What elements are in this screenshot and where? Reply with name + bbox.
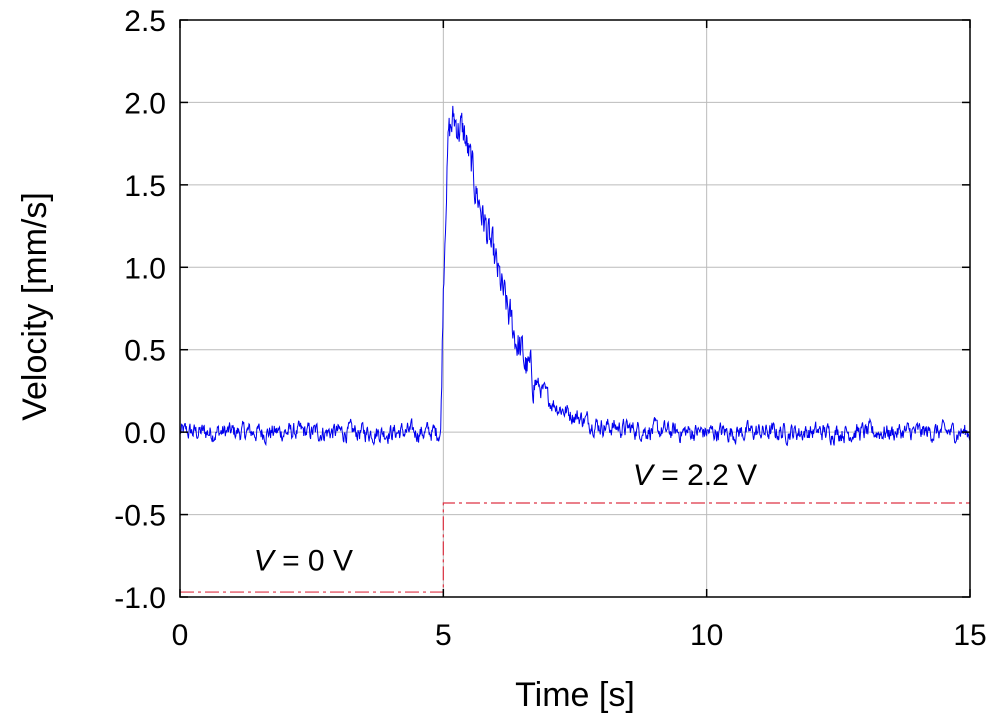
x-tick-label: 0 xyxy=(172,619,189,652)
x-tick-label: 15 xyxy=(953,619,986,652)
y-tick-labels: -1.0 -0.5 0.0 0.5 1.0 1.5 2.0 2.5 xyxy=(114,5,166,615)
y-tick-label: -0.5 xyxy=(114,500,166,533)
voltage-annotation: V = 0 V xyxy=(254,545,353,578)
tick-marks xyxy=(179,19,971,598)
plot-frame xyxy=(179,19,971,598)
x-tick-label: 5 xyxy=(435,619,452,652)
y-tick-label: 1.5 xyxy=(124,170,166,203)
y-tick-label: 0.0 xyxy=(124,417,166,450)
voltage-annotation: V = 2.2 V xyxy=(633,459,757,492)
y-tick-label: -1.0 xyxy=(114,582,166,615)
series-layer xyxy=(179,105,971,593)
x-tick-labels: 0 5 10 15 xyxy=(172,619,987,652)
y-tick-label: 0.5 xyxy=(124,335,166,368)
grid-lines xyxy=(180,20,970,597)
series-line-velocity xyxy=(179,105,971,447)
y-tick-label: 2.5 xyxy=(124,5,166,38)
series-line-voltage xyxy=(180,502,970,593)
x-tick-label: 10 xyxy=(690,619,723,652)
x-axis-label: Time [s] xyxy=(515,676,635,714)
annotations: V = 0 V V = 2.2 V xyxy=(254,459,757,578)
y-tick-label: 1.0 xyxy=(124,252,166,285)
y-axis-label: Velocity [mm/s] xyxy=(16,192,54,421)
y-tick-label: 2.0 xyxy=(124,87,166,120)
